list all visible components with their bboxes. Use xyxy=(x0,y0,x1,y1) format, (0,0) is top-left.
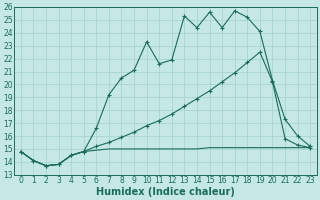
X-axis label: Humidex (Indice chaleur): Humidex (Indice chaleur) xyxy=(96,187,235,197)
